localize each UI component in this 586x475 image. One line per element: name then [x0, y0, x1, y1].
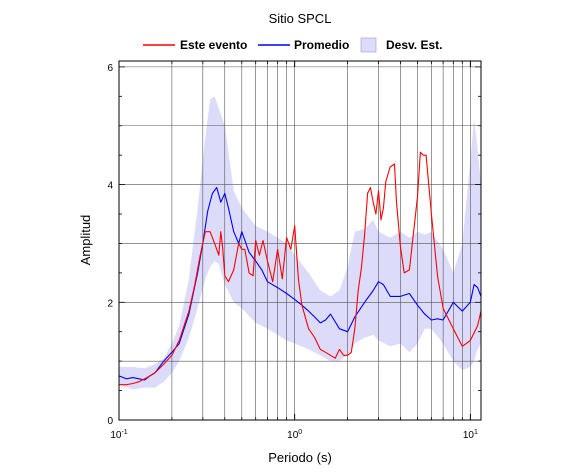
plot-frame — [118, 60, 482, 421]
legend-label-promedio: Promedio — [294, 38, 349, 52]
legend-swatch-desv-est — [360, 37, 377, 53]
series-line-este-evento — [119, 151, 481, 386]
legend-label-desv-est: Desv. Est. — [386, 38, 442, 52]
x-axis-label: Periodo (s) — [268, 450, 332, 465]
chart-title: Sitio SPCL — [269, 11, 332, 26]
y-tick-label: 2 — [107, 298, 113, 309]
x-tick-label: 10-1 — [110, 429, 127, 441]
legend-label-este-evento: Este evento — [180, 38, 247, 52]
y-tick-label: 6 — [107, 63, 113, 74]
y-tick-label: 4 — [107, 181, 113, 192]
x-tick-label: 101 — [463, 429, 478, 441]
plot-area: 0 2 4 6 10-1 100 101 — [107, 60, 482, 441]
legend: Este evento Promedio Desv. Est. — [143, 37, 442, 53]
std-dev-band — [119, 96, 481, 390]
x-tick-label: 100 — [287, 429, 302, 441]
y-axis-label: Amplitud — [78, 215, 93, 266]
y-tick-label: 0 — [107, 416, 113, 427]
series-line-promedio — [119, 186, 481, 381]
